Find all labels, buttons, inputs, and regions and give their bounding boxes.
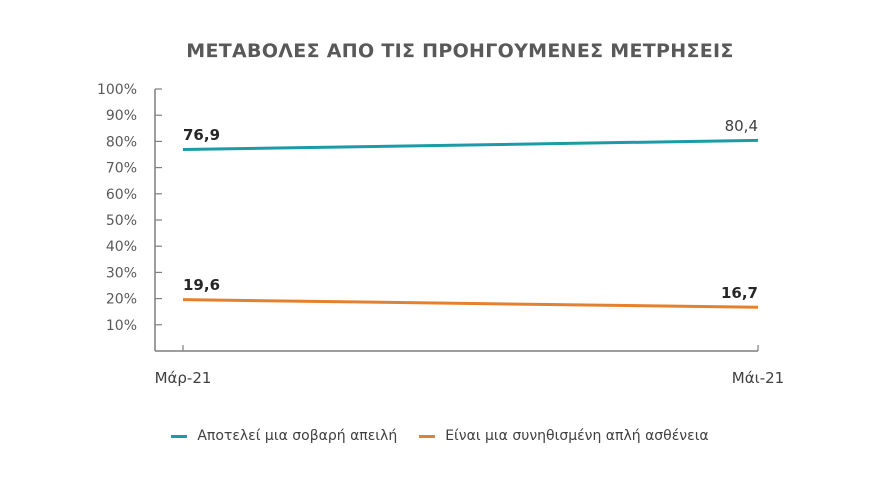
y-tick-label: 40% <box>106 239 137 255</box>
y-tick-label: 100% <box>97 82 137 98</box>
y-tick-label: 20% <box>106 292 137 308</box>
y-tick-label: 70% <box>106 161 137 177</box>
legend-item-serious-threat: Αποτελεί μια σοβαρή απειλή <box>171 428 397 444</box>
y-tick-label: 50% <box>106 213 137 229</box>
chart-legend: Αποτελεί μια σοβαρή απειλή Είναι μια συν… <box>0 428 880 444</box>
legend-swatch-icon <box>419 434 436 438</box>
data-label: 16,7 <box>721 284 758 302</box>
y-tick-label: 60% <box>106 187 137 203</box>
data-label: 19,6 <box>183 276 220 294</box>
legend-label: Αποτελεί μια σοβαρή απειλή <box>197 428 398 444</box>
data-label: 76,9 <box>183 126 220 144</box>
data-label: 80,4 <box>725 117 758 135</box>
legend-swatch-icon <box>171 434 188 438</box>
series-line-serious-threat <box>182 138 759 152</box>
y-tick-label: 10% <box>106 318 137 334</box>
y-tick-label: 80% <box>106 134 137 150</box>
legend-label: Είναι μια συνηθισμένη απλή ασθένεια <box>445 428 709 444</box>
chart-title: ΜΕΤΑΒΟΛΕΣ ΑΠΟ ΤΙΣ ΠΡΟΗΓΟΥΜΕΝΕΣ ΜΕΤΡΗΣΕΙΣ <box>186 40 734 62</box>
y-tick-label: 90% <box>106 108 137 124</box>
x-tick-label: Μάι-21 <box>732 369 784 387</box>
y-ticks: 10% 20% 30% 40% 50% 60% 70% 80% 90% 100% <box>97 82 162 334</box>
x-tick-label: Μάρ-21 <box>155 369 212 387</box>
y-tick-label: 30% <box>106 265 137 281</box>
series-line-common-illness <box>182 298 759 309</box>
legend-item-common-illness: Είναι μια συνηθισμένη απλή ασθένεια <box>419 428 709 444</box>
